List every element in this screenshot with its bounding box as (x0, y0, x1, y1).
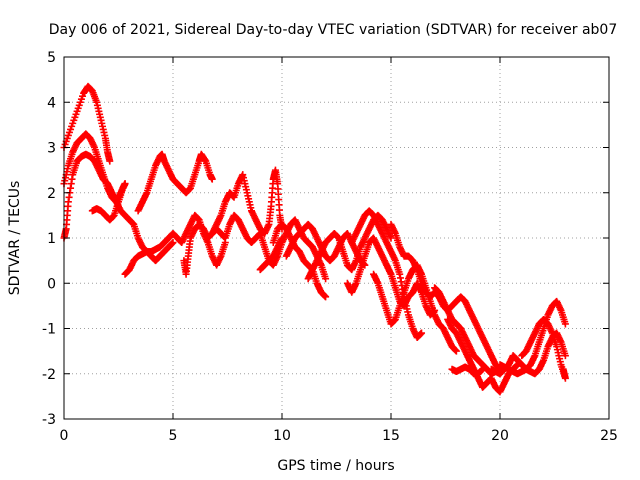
data-point (169, 239, 177, 247)
series-track-h (208, 211, 286, 265)
y-axis-label: SDTVAR / TECUs (7, 181, 23, 296)
data-point (559, 365, 567, 373)
series-track-a (60, 82, 114, 165)
data-point (561, 352, 569, 360)
y-tick-label: -2 (42, 367, 56, 383)
chart-title: Day 006 of 2021, Sidereal Day-to-day VTE… (49, 22, 618, 38)
data-point (121, 180, 129, 188)
x-tick-label: 5 (169, 428, 178, 444)
x-tick-label: 25 (600, 428, 618, 444)
y-tick-label: -3 (42, 412, 56, 428)
y-tick-label: 0 (47, 276, 56, 292)
data-point (561, 320, 569, 328)
series-track-l (304, 211, 395, 283)
y-tick-label: 2 (47, 186, 56, 202)
data-points (60, 82, 569, 396)
data-point (479, 365, 487, 373)
series-track-e (121, 239, 177, 278)
data-point (106, 157, 114, 165)
series-track-i (256, 216, 330, 283)
y-tick-label: 4 (47, 95, 56, 111)
data-point (322, 275, 330, 283)
series-track-d (88, 180, 129, 224)
series-track-s (448, 363, 487, 378)
data-point (452, 347, 460, 355)
axis-ticks: 0 5 10 15 20 25 -3 -2 -1 0 1 2 3 4 5 (42, 50, 618, 444)
series-track-n (343, 234, 439, 319)
x-tick-label: 10 (273, 428, 291, 444)
y-tick-label: -1 (42, 322, 56, 338)
series-track-m (348, 207, 426, 342)
x-axis-label: GPS time / hours (277, 458, 394, 474)
x-tick-label: 15 (382, 428, 400, 444)
series-track-v (518, 315, 569, 382)
x-tick-label: 0 (60, 428, 69, 444)
data-point (418, 329, 426, 337)
y-tick-label: 1 (47, 231, 56, 247)
data-point (208, 175, 216, 183)
data-point (322, 293, 330, 301)
series-track-c (60, 150, 229, 269)
x-tick-label: 20 (491, 428, 509, 444)
series-track-r (444, 315, 521, 396)
y-tick-label: 5 (47, 50, 56, 66)
series-track-g (180, 166, 286, 278)
series-track-f (134, 150, 216, 215)
series-track-j (269, 220, 330, 301)
y-tick-label: 3 (47, 141, 56, 157)
